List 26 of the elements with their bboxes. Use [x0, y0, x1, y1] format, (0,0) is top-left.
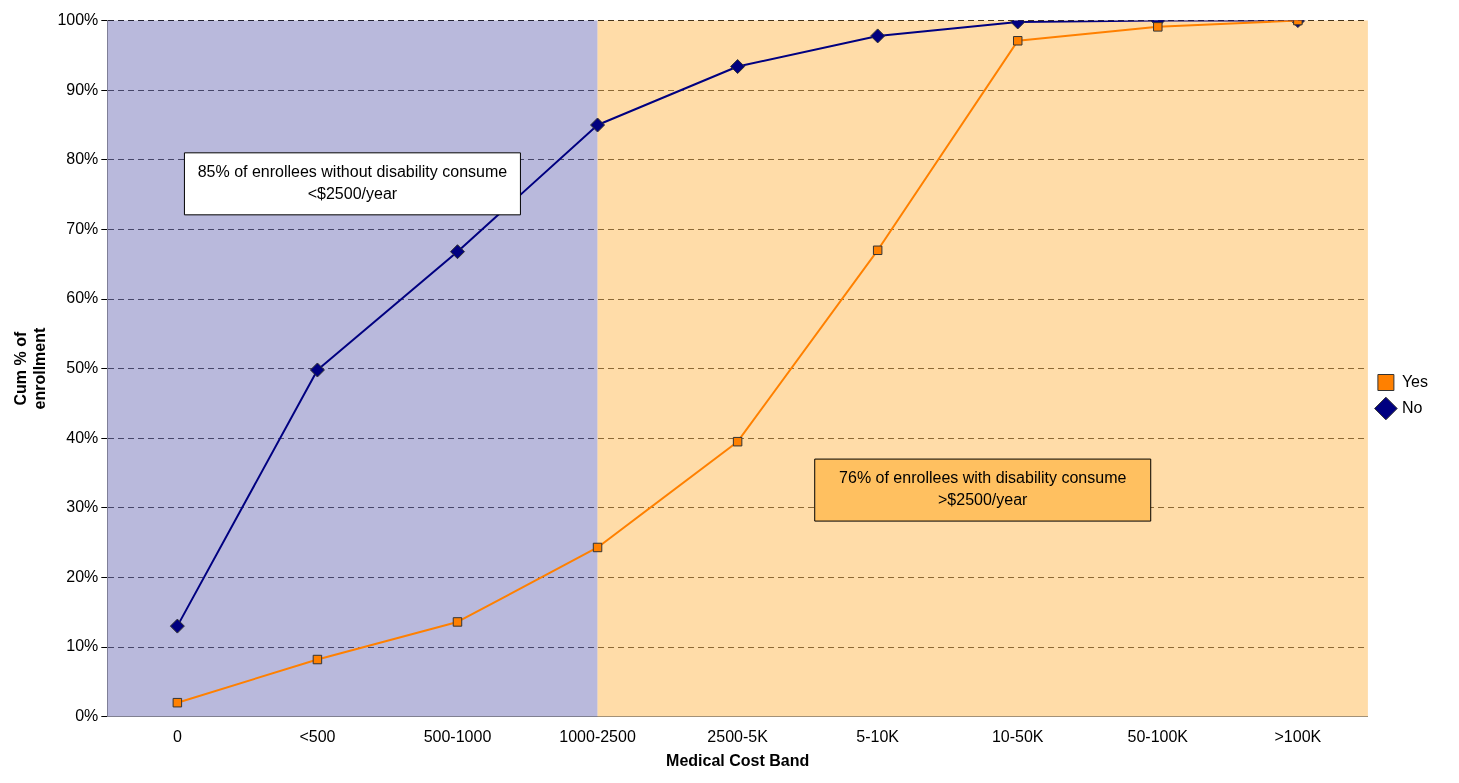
y-axis-title: Cum % of enrollment [12, 327, 49, 410]
x-tick-label: 5-10K [856, 727, 900, 745]
x-tick-label: 0 [172, 727, 182, 745]
y-tick-label: 0% [75, 707, 99, 725]
y-tick-label: 90% [66, 80, 99, 98]
y-tick-label: 80% [66, 150, 99, 168]
y-tick-label: 60% [66, 289, 99, 307]
x-tick-label: <500 [299, 727, 336, 745]
x-tick-label: 2500-5K [707, 727, 769, 745]
band-label: 76% of enrollees with disability consume >$2500/year [839, 469, 1127, 509]
y-tick-label: 20% [66, 567, 99, 585]
y-tick-label: 100% [57, 11, 99, 29]
x-axis-title: Medical Cost Band [666, 751, 810, 769]
y-tick-label: 70% [66, 219, 99, 237]
y-tick-label: 30% [66, 498, 99, 516]
x-tick-label: 50-100K [1127, 727, 1189, 745]
x-tick-label: 1000-2500 [559, 727, 636, 745]
x-tick-label: >100K [1274, 727, 1322, 745]
y-tick-label: 10% [66, 637, 99, 655]
legend-label: Yes [1401, 372, 1429, 390]
x-tick-label: 10-50K [991, 727, 1044, 745]
band-label: 85% of enrollees without disability consume <$2500/year [197, 163, 508, 203]
x-tick-label: 500-1000 [423, 727, 492, 745]
y-tick-label: 40% [66, 428, 99, 446]
legend-label: No [1401, 398, 1423, 416]
y-tick-label: 50% [66, 359, 99, 377]
